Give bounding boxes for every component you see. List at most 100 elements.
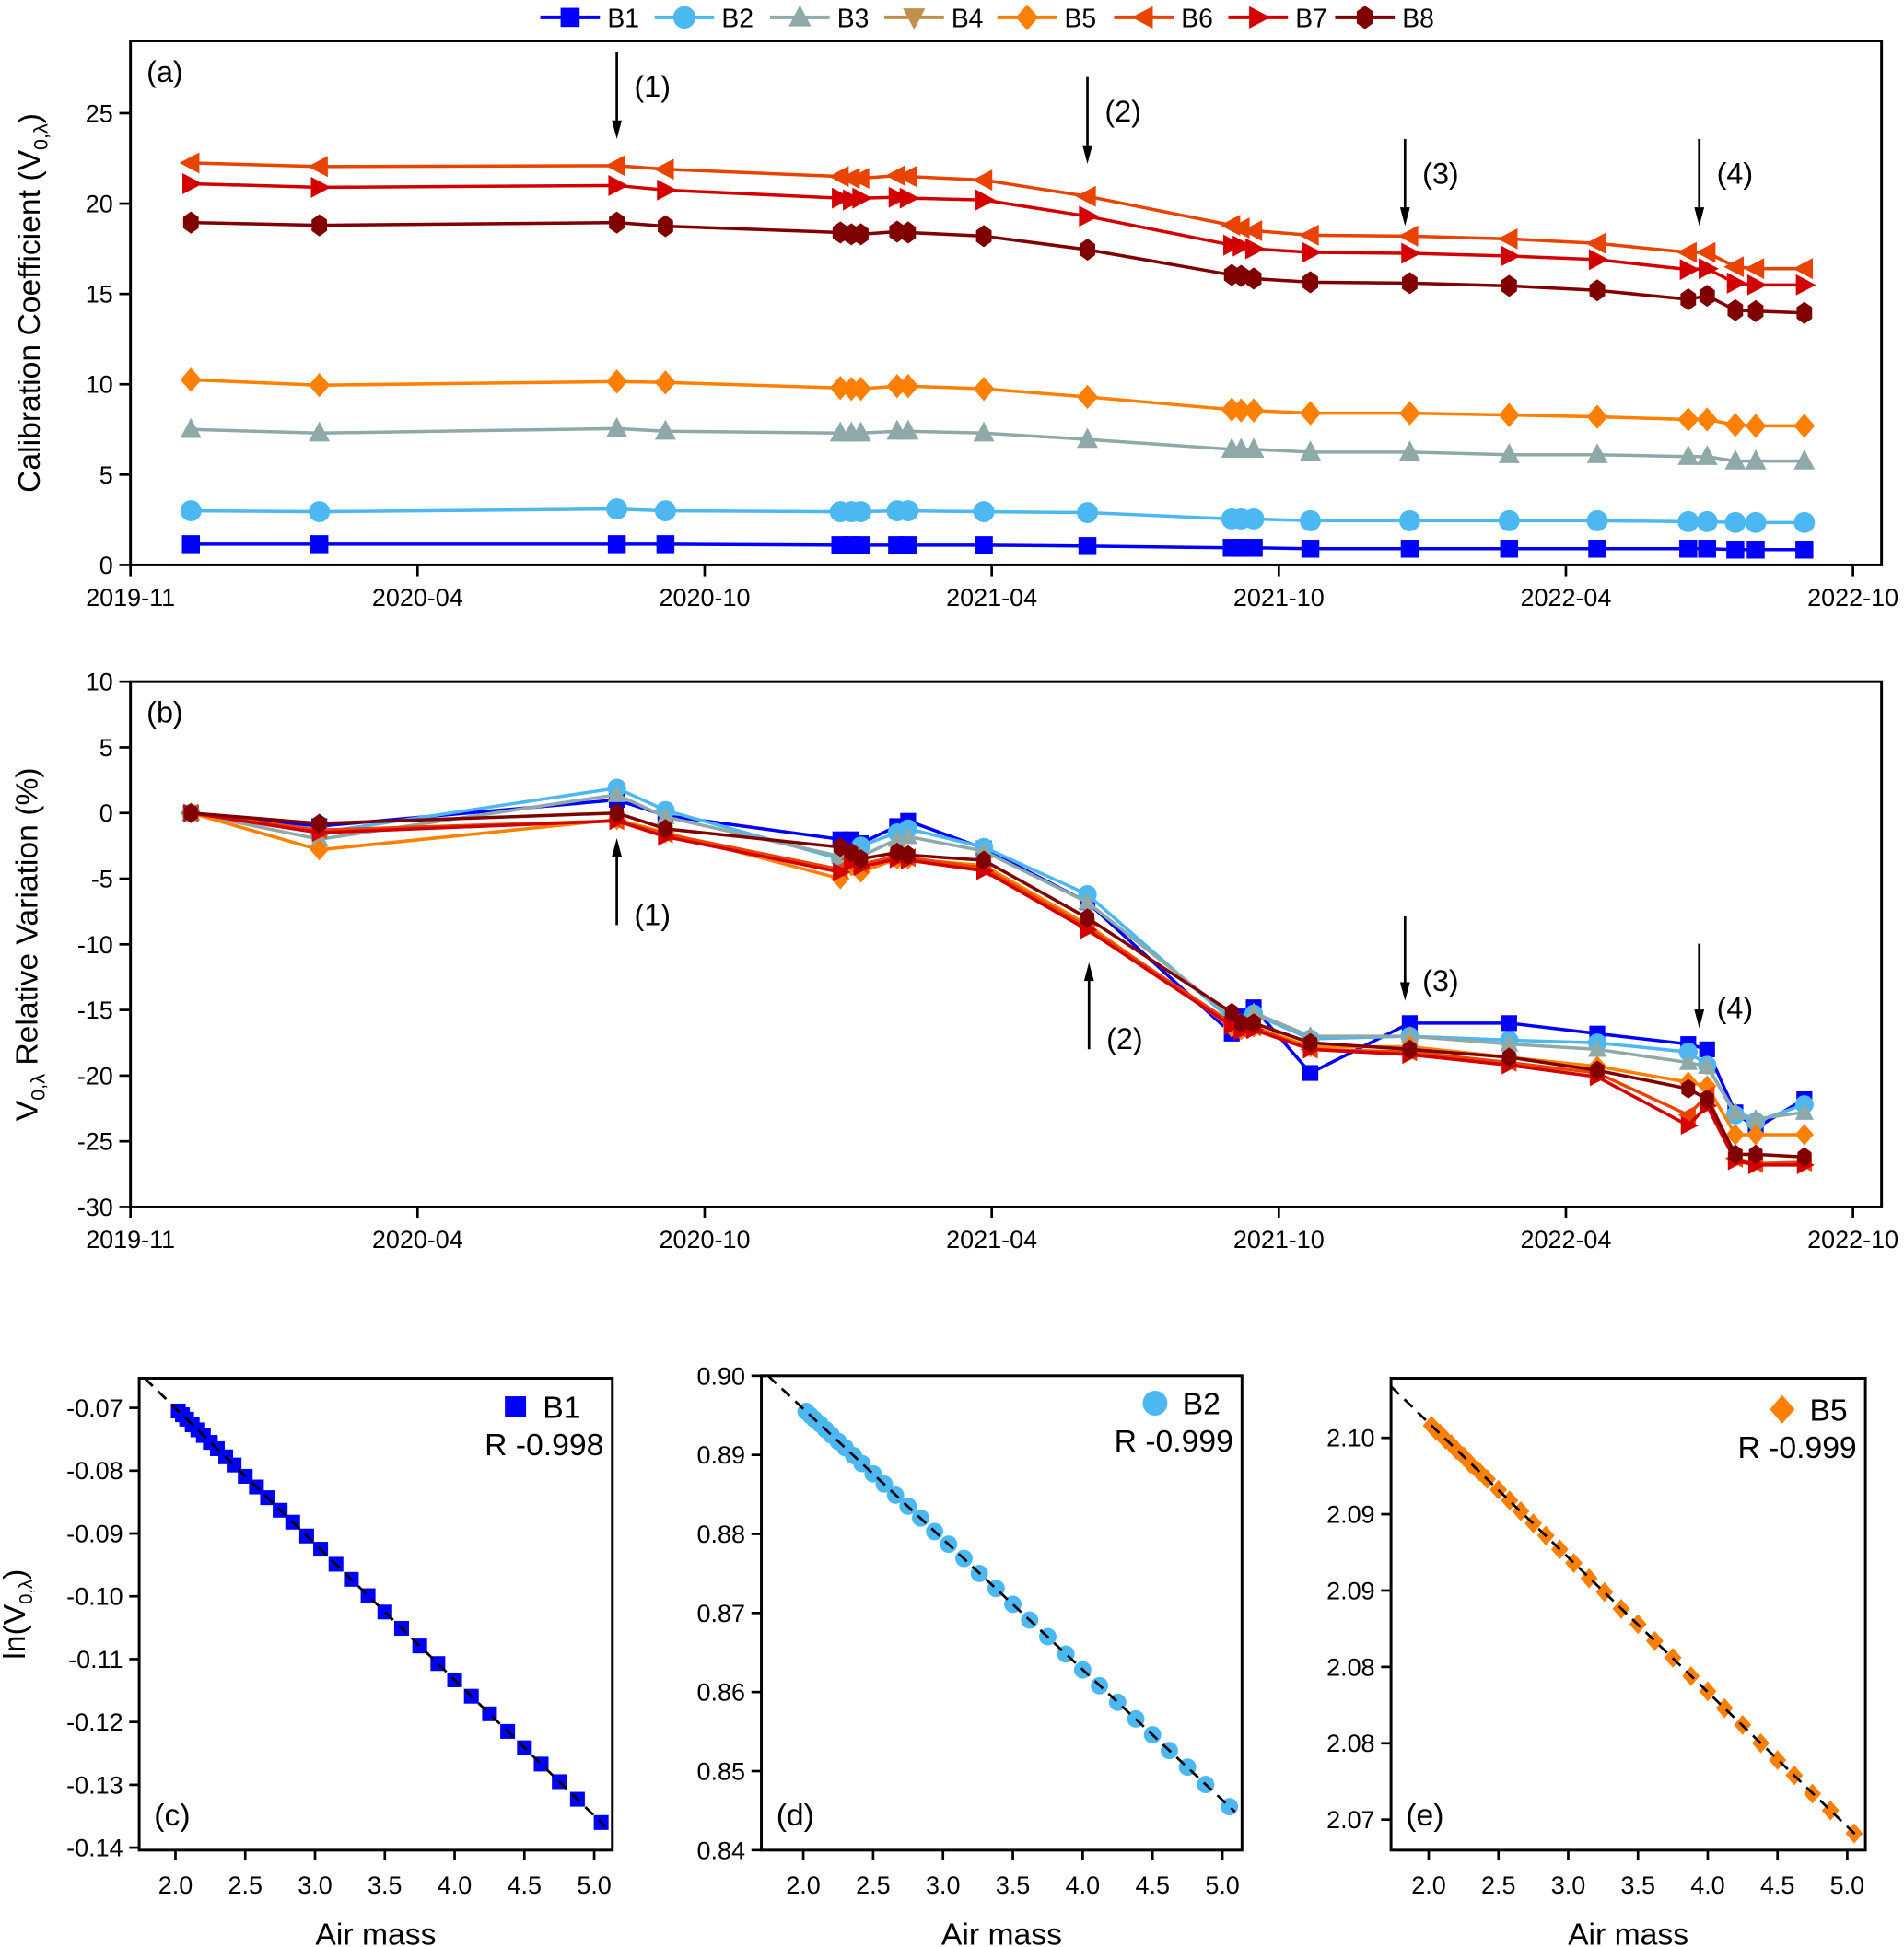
data-point bbox=[1676, 241, 1697, 263]
data-point bbox=[1678, 1043, 1698, 1062]
data-point bbox=[1244, 539, 1263, 557]
x-tick-label: 2022-10 bbox=[1807, 584, 1898, 612]
data-point bbox=[308, 156, 328, 178]
annotation-arrow-1: (1) bbox=[612, 52, 671, 139]
panel-label: (e) bbox=[1406, 1798, 1443, 1833]
data-point bbox=[1727, 298, 1744, 321]
data-point bbox=[1500, 1033, 1519, 1052]
data-point bbox=[898, 826, 917, 845]
data-point bbox=[973, 376, 995, 402]
y-tick-label: 2.09 bbox=[1326, 1577, 1374, 1604]
x-tick-label: 2019-11 bbox=[86, 584, 175, 612]
x-tick-label: 4.5 bbox=[1760, 1871, 1794, 1899]
data-point bbox=[1401, 1015, 1419, 1032]
data-point bbox=[890, 842, 905, 863]
data-point bbox=[1588, 540, 1606, 558]
y-tick-label: -20 bbox=[77, 1062, 113, 1090]
data-point bbox=[1498, 402, 1520, 427]
series-b8 bbox=[182, 211, 1813, 324]
data-point bbox=[1078, 892, 1097, 910]
legend-label: B2 bbox=[721, 4, 753, 33]
data-point bbox=[1677, 407, 1700, 432]
data-point bbox=[657, 179, 678, 201]
x-tick-label: 2022-10 bbox=[1807, 1226, 1898, 1253]
y-tick-label: 2.09 bbox=[1326, 1501, 1374, 1529]
annotation-arrow-3: (3) bbox=[1399, 915, 1459, 1001]
data-point bbox=[975, 536, 993, 554]
annotation-label: (3) bbox=[1422, 964, 1459, 997]
legend-label: B1 bbox=[607, 4, 639, 33]
data-point bbox=[972, 169, 993, 192]
x-tick-label: 2020-10 bbox=[660, 1226, 751, 1253]
data-point bbox=[310, 176, 332, 198]
data-point bbox=[1590, 1060, 1605, 1080]
data-point bbox=[1793, 449, 1816, 470]
x-tick-label: 5.0 bbox=[577, 1871, 611, 1899]
y-tick-label: 0 bbox=[99, 552, 113, 579]
data-point bbox=[897, 500, 919, 522]
data-point bbox=[1400, 540, 1419, 558]
series-b3 bbox=[181, 784, 1814, 1127]
data-point bbox=[1400, 1025, 1419, 1044]
data-point bbox=[1745, 414, 1767, 438]
y-tick-label: -0.11 bbox=[68, 1646, 123, 1673]
data-point bbox=[1401, 242, 1422, 264]
data-point bbox=[1795, 541, 1814, 559]
data-point bbox=[975, 189, 996, 211]
data-point bbox=[899, 187, 920, 209]
data-point bbox=[901, 845, 916, 866]
data-point bbox=[1678, 1052, 1698, 1070]
data-point bbox=[1224, 1016, 1243, 1035]
annotation-label: (1) bbox=[634, 70, 671, 103]
data-point bbox=[897, 419, 919, 440]
data-point bbox=[1230, 398, 1252, 423]
data-point bbox=[1677, 1105, 1696, 1125]
y-axis-label-subscript: 0,λ bbox=[29, 123, 52, 150]
panel-e: 2.0 2.5 3.0 3.5 4.0 4.5 5.0 2.10 2.09 2.09 2.08 2.0… bbox=[1326, 1377, 1867, 1947]
data-point bbox=[605, 155, 625, 177]
annotation-label: (4) bbox=[1717, 992, 1754, 1025]
series-b2 bbox=[180, 498, 1816, 533]
annotation-label: (2) bbox=[1106, 1022, 1143, 1055]
legend-label: B3 bbox=[837, 4, 870, 33]
data-point bbox=[1298, 224, 1319, 246]
x-tick-label: 2021-04 bbox=[946, 584, 1037, 612]
series-line bbox=[191, 378, 1805, 428]
data-point bbox=[1243, 398, 1265, 423]
data-point bbox=[1746, 1108, 1766, 1127]
x-tick-label: 3.0 bbox=[926, 1871, 960, 1899]
diamond-marker-icon bbox=[1015, 4, 1039, 30]
data-point bbox=[654, 370, 676, 395]
data-point bbox=[1497, 227, 1518, 250]
y-tick-label: 5 bbox=[99, 461, 113, 489]
data-point bbox=[607, 535, 626, 554]
legend: B1 B2 B3 B4 B5 B6 B7 B8 bbox=[540, 4, 1434, 33]
x-tick-label: 2020-04 bbox=[372, 1226, 463, 1253]
data-point bbox=[1302, 1065, 1319, 1081]
data-point bbox=[1700, 1089, 1714, 1110]
data-point bbox=[848, 168, 870, 190]
y-tick-label: 20 bbox=[86, 190, 113, 217]
y-tick-label: 10 bbox=[86, 371, 113, 399]
data-point bbox=[1232, 235, 1254, 257]
data-point bbox=[896, 166, 917, 188]
arrow-head-icon bbox=[612, 838, 623, 857]
data-point bbox=[1680, 1115, 1699, 1136]
data-point bbox=[854, 849, 868, 869]
x-tick-label: 3.0 bbox=[1551, 1871, 1585, 1899]
y-tick-label: -0.14 bbox=[66, 1835, 123, 1862]
legend-item-b3: B3 bbox=[769, 4, 870, 33]
data-point bbox=[180, 417, 202, 438]
arrow-head-icon bbox=[1083, 962, 1094, 982]
data-point bbox=[310, 535, 329, 554]
panel-b: 2019-11 2020-04 2020-10 2021-04 2021-10 2022-… bbox=[10, 669, 1899, 1253]
x-tick-label: 2.5 bbox=[1481, 1871, 1515, 1899]
y-axis-label-subscript: 0,λ bbox=[27, 1074, 50, 1101]
data-point bbox=[606, 416, 628, 437]
data-point bbox=[1794, 1124, 1814, 1146]
y-axis-label-text: ln(V bbox=[0, 1603, 32, 1659]
data-point bbox=[1679, 540, 1698, 558]
data-point bbox=[1677, 445, 1700, 465]
data-point bbox=[832, 187, 852, 209]
scatter-legend: B1R -0.998 bbox=[485, 1391, 603, 1463]
